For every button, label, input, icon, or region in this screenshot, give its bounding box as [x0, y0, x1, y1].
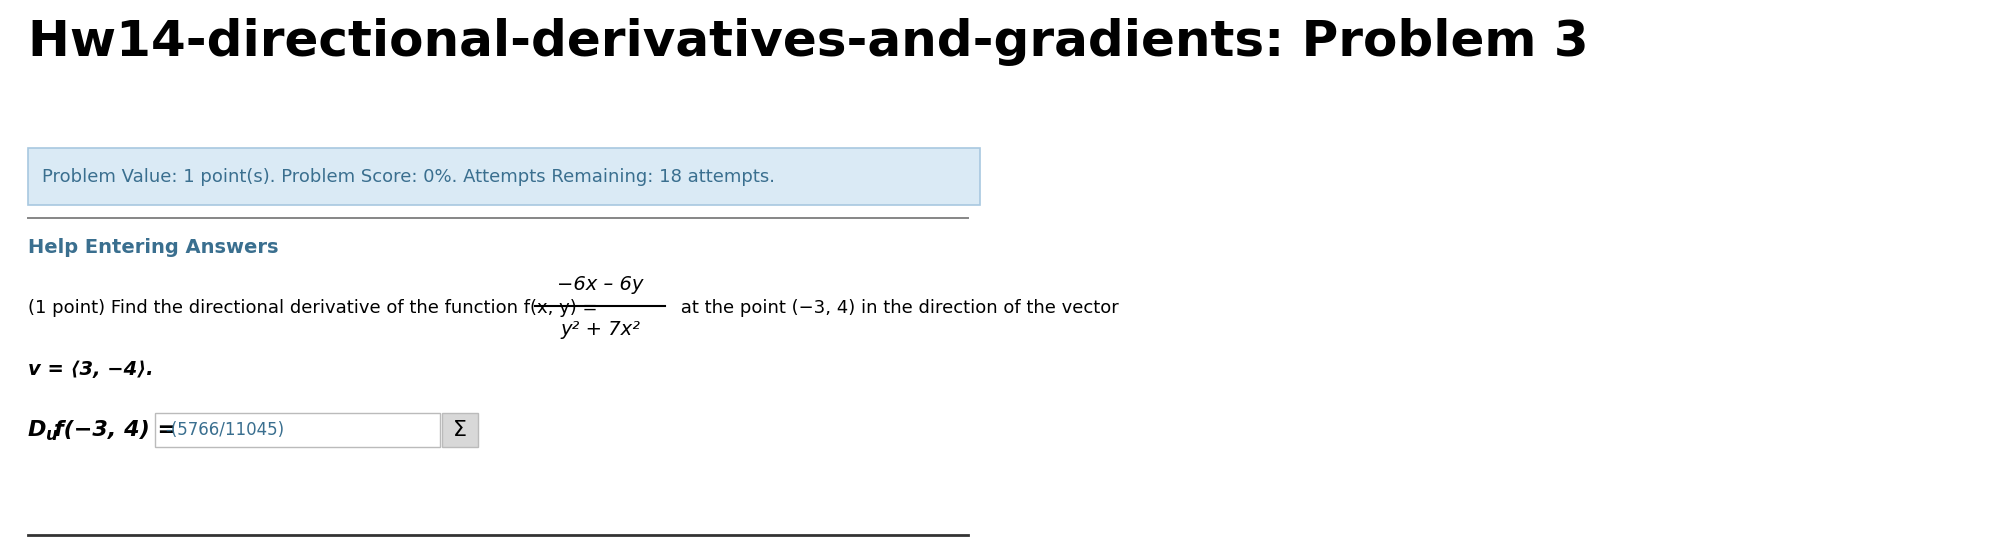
Text: (1 point) Find the directional derivative of the function f(x, y) =: (1 point) Find the directional derivativ… — [28, 299, 603, 317]
Text: f(−3, 4) =: f(−3, 4) = — [54, 420, 176, 440]
FancyBboxPatch shape — [28, 148, 980, 205]
Text: D: D — [28, 420, 46, 440]
Text: Help Entering Answers: Help Entering Answers — [28, 238, 279, 257]
Text: v = ⟨3, −4⟩.: v = ⟨3, −4⟩. — [28, 360, 154, 379]
Text: at the point (−3, 4) in the direction of the vector: at the point (−3, 4) in the direction of… — [675, 299, 1118, 317]
Text: -(5766/11045): -(5766/11045) — [166, 421, 283, 439]
FancyBboxPatch shape — [441, 413, 477, 447]
Text: Problem Value: 1 point(s). Problem Score: 0%. Attempts Remaining: 18 attempts.: Problem Value: 1 point(s). Problem Score… — [42, 167, 774, 185]
Text: −6x – 6y: −6x – 6y — [557, 275, 643, 294]
Text: Hw14-directional-derivatives-and-gradients: Problem 3: Hw14-directional-derivatives-and-gradien… — [28, 18, 1589, 66]
FancyBboxPatch shape — [156, 413, 439, 447]
Text: Σ: Σ — [453, 420, 467, 440]
Text: y² + 7x²: y² + 7x² — [561, 320, 641, 339]
Text: u: u — [46, 426, 58, 444]
